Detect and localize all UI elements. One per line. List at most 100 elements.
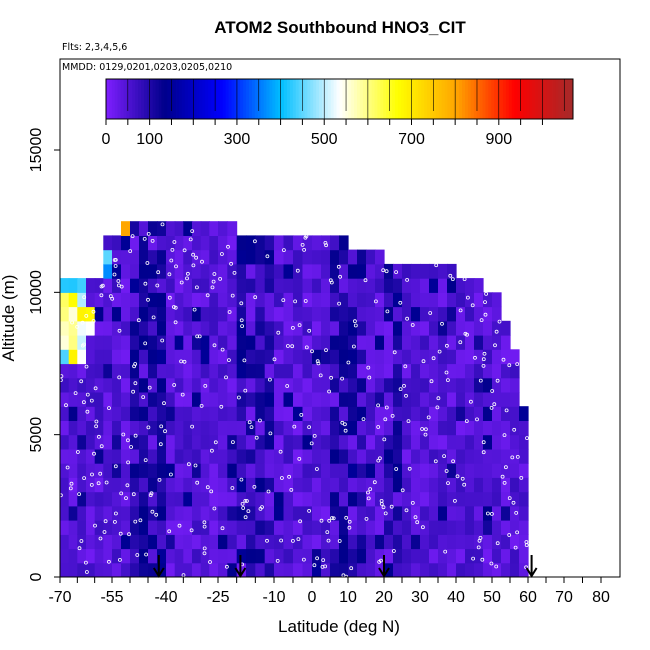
heatmap-cell bbox=[366, 406, 376, 421]
heatmap-cell bbox=[148, 392, 158, 407]
heatmap-cell bbox=[465, 491, 475, 507]
heatmap-cell bbox=[474, 463, 484, 478]
heatmap-cell bbox=[393, 491, 403, 507]
measurement-point bbox=[495, 378, 500, 383]
heatmap-cell bbox=[465, 448, 475, 464]
heatmap-cell bbox=[366, 292, 376, 308]
measurement-point bbox=[303, 299, 308, 303]
heatmap-cell bbox=[348, 278, 358, 293]
colorbar-segment bbox=[243, 79, 247, 119]
colorbar-segment bbox=[450, 79, 454, 119]
measurement-point bbox=[209, 489, 214, 494]
heatmap-cell bbox=[402, 505, 412, 521]
measurement-point bbox=[230, 486, 235, 490]
measurement-point bbox=[297, 323, 302, 328]
heatmap-cell bbox=[302, 278, 313, 293]
measurement-point bbox=[230, 293, 235, 298]
heatmap-cell bbox=[157, 520, 167, 535]
colorbar-segment bbox=[301, 79, 305, 119]
heatmap-cell bbox=[283, 520, 294, 535]
heatmap-cell bbox=[121, 320, 131, 336]
heatmap-cell bbox=[130, 320, 140, 336]
measurement-point bbox=[307, 425, 312, 430]
heatmap-cell bbox=[330, 320, 340, 336]
measurement-point bbox=[400, 488, 405, 493]
heatmap-cell bbox=[255, 420, 266, 436]
measurement-point bbox=[193, 463, 198, 468]
measurement-point bbox=[514, 511, 519, 515]
heatmap-cell bbox=[330, 448, 340, 464]
heatmap-cell bbox=[348, 420, 358, 436]
measurement-point bbox=[366, 496, 371, 501]
measurement-point bbox=[485, 511, 490, 516]
measurement-point bbox=[194, 285, 199, 290]
heatmap-cell bbox=[321, 534, 331, 550]
measurement-point bbox=[434, 263, 439, 268]
heatmap-cell bbox=[166, 448, 176, 464]
heatmap-cell bbox=[174, 562, 184, 577]
heatmap-cell bbox=[121, 349, 131, 365]
heatmap-cell bbox=[501, 463, 511, 478]
measurement-point bbox=[226, 358, 231, 363]
heatmap-cell bbox=[465, 434, 475, 450]
heatmap-cell bbox=[246, 320, 256, 336]
heatmap-cell bbox=[302, 505, 313, 521]
heatmap-cell bbox=[366, 335, 376, 350]
measurement-point bbox=[295, 268, 300, 273]
heatmap-cell bbox=[411, 306, 421, 322]
heatmap-cell bbox=[255, 534, 266, 550]
heatmap-cell bbox=[274, 420, 285, 436]
heatmap-cell bbox=[60, 534, 70, 550]
measurement-point bbox=[448, 273, 453, 278]
heatmap-cell bbox=[103, 335, 113, 350]
heatmap-cell bbox=[384, 534, 394, 550]
heatmap-cell bbox=[148, 420, 158, 436]
heatmap-cell bbox=[139, 221, 149, 236]
measurement-point bbox=[503, 465, 508, 470]
heatmap-cell bbox=[183, 249, 193, 265]
heatmap-cell bbox=[456, 534, 466, 550]
measurement-point bbox=[69, 481, 74, 486]
heatmap-cell bbox=[402, 477, 412, 493]
measurement-point bbox=[79, 539, 84, 543]
measurement-point bbox=[502, 480, 507, 485]
heatmap-cell bbox=[255, 335, 266, 350]
heatmap-cell bbox=[60, 520, 70, 535]
colorbar-segment bbox=[549, 79, 553, 119]
heatmap-cell bbox=[429, 420, 439, 436]
colorbar-segment bbox=[120, 79, 124, 119]
heatmap-cell bbox=[312, 448, 322, 464]
measurement-point bbox=[320, 565, 325, 569]
heatmap-cell bbox=[312, 292, 322, 308]
heatmap-cell bbox=[255, 363, 266, 379]
heatmap-cell bbox=[77, 306, 87, 322]
colorbar-segment bbox=[543, 79, 548, 119]
heatmap-cell bbox=[274, 278, 285, 293]
heatmap-cell bbox=[157, 505, 167, 521]
heatmap-cell bbox=[312, 562, 322, 577]
colorbar-segment bbox=[342, 79, 346, 119]
measurement-point bbox=[121, 432, 126, 437]
heatmap-cell bbox=[183, 221, 193, 236]
heatmap-cell bbox=[330, 505, 340, 521]
heatmap-cell bbox=[438, 548, 448, 564]
colorbar-segment bbox=[339, 79, 343, 119]
heatmap-cell bbox=[411, 534, 421, 550]
heatmap-cell bbox=[375, 548, 385, 564]
heatmap-cell bbox=[200, 448, 210, 464]
measurement-point bbox=[133, 519, 138, 524]
heatmap-cell bbox=[148, 562, 158, 577]
colorbar-segment bbox=[535, 79, 539, 119]
heatmap-cell bbox=[192, 249, 202, 265]
measurement-point bbox=[507, 533, 512, 537]
heatmap-cell bbox=[130, 477, 140, 493]
heatmap-cell bbox=[255, 249, 266, 265]
heatmap-cell bbox=[492, 320, 502, 336]
colorbar-segment bbox=[505, 79, 510, 119]
heatmap-cell bbox=[293, 349, 304, 365]
measurement-point bbox=[202, 520, 207, 525]
heatmap-cell bbox=[174, 392, 184, 407]
heatmap-cell bbox=[474, 349, 484, 365]
heatmap-cell bbox=[94, 463, 104, 478]
heatmap-cell bbox=[192, 463, 202, 478]
